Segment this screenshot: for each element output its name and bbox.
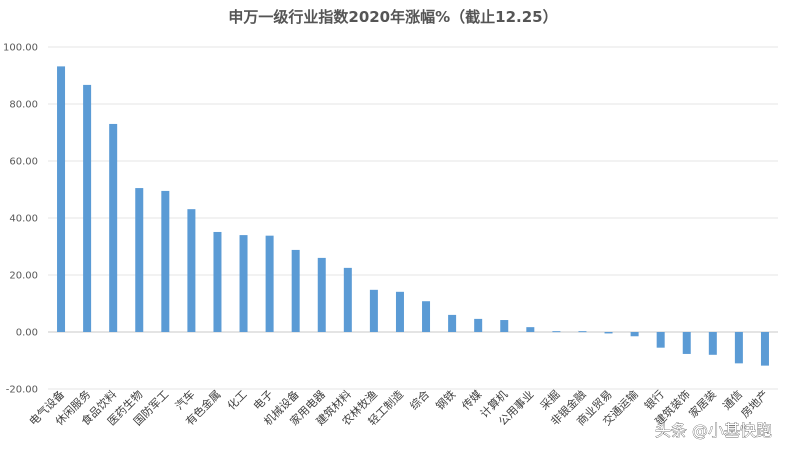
bar [734, 332, 743, 364]
y-tick-label: 80.00 [9, 100, 38, 111]
y-tick-label: 40.00 [9, 214, 38, 225]
bar [317, 257, 326, 332]
bar [83, 84, 92, 332]
bar [422, 301, 431, 332]
y-tick-label: 20.00 [9, 271, 38, 282]
watermark-text: 头条 @小基快跑 [655, 421, 772, 440]
bar [343, 267, 352, 332]
x-tick-label: 房地产 [738, 387, 771, 420]
bar [760, 332, 769, 366]
bar [630, 332, 639, 337]
y-tick-label: 100.00 [3, 43, 38, 54]
bar [395, 291, 404, 332]
bar [213, 231, 222, 332]
bar [369, 289, 378, 332]
bar [135, 188, 144, 332]
bar-series [57, 66, 769, 366]
y-axis: 100.00 80.00 60.00 40.00 20.00 0.00 -20.00 [3, 43, 38, 396]
chart-title: 申万一级行业指数2020年涨幅%（截止12.25） [228, 8, 557, 26]
x-tick-label: 化工 [224, 387, 249, 412]
bar [552, 331, 561, 333]
x-tick-label: 综合 [407, 387, 432, 412]
bar [578, 331, 587, 333]
bar [187, 209, 196, 332]
y-tick-label: 60.00 [9, 157, 38, 168]
bar [526, 327, 535, 332]
bar [500, 320, 509, 332]
bar [604, 332, 613, 334]
bar [239, 235, 248, 332]
bar [656, 332, 665, 348]
bar [57, 66, 66, 332]
bar [265, 235, 274, 332]
y-tick-label: 0.00 [16, 328, 38, 339]
bar [708, 332, 717, 355]
bar [682, 332, 691, 354]
bar [161, 190, 170, 332]
x-tick-label: 家居装 [686, 387, 719, 420]
x-tick-label: 钢铁 [433, 388, 458, 413]
bar [109, 123, 118, 332]
bar [448, 314, 457, 332]
gridlines [48, 46, 778, 390]
bar [291, 249, 300, 332]
y-tick-label: -20.00 [6, 385, 38, 396]
bar [474, 318, 483, 332]
